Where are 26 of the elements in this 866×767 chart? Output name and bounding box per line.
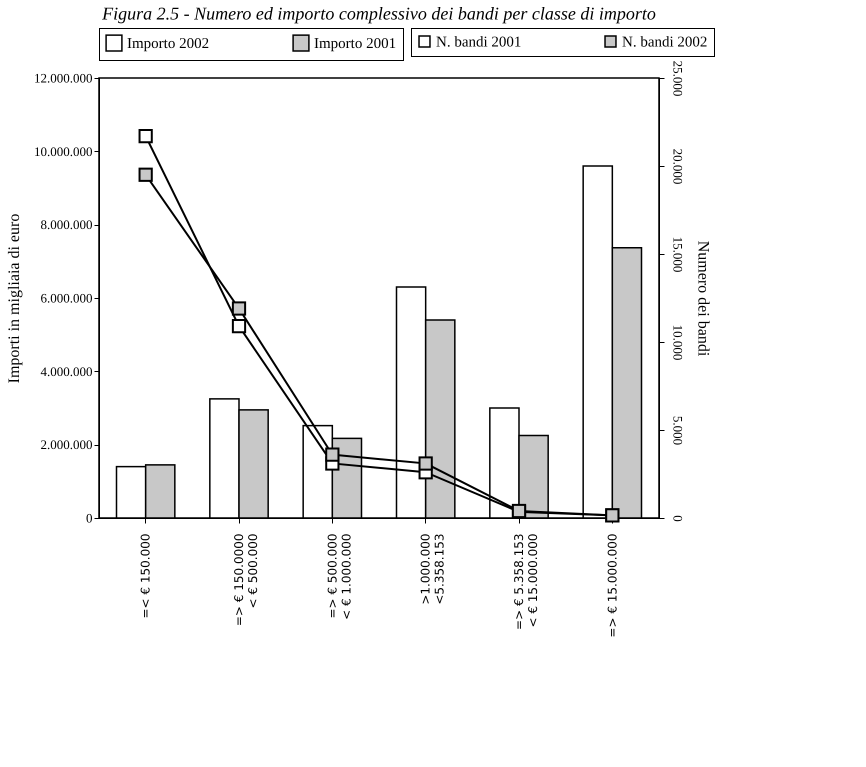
legend-label: Importo 2001: [314, 36, 396, 52]
y2-tick-label: 0: [670, 515, 686, 522]
y-tick-label: 8.000.000: [40, 217, 92, 232]
x-tick-label: >1.000.000 <5.358.153: [418, 534, 447, 605]
y-axis-title: Importi in migliaia di euro: [6, 214, 23, 384]
x-tick-label: =< € 150.000: [138, 534, 153, 618]
legend-label: N. bandi 2002: [622, 34, 708, 51]
y2-axis-title: Numero dei bandi: [694, 240, 712, 357]
y2-tick-label: 10.000: [670, 324, 686, 360]
x-tick-label: => € 150.0000 < € 500.000: [232, 534, 260, 626]
legend-label: Importo 2002: [127, 36, 210, 52]
y-tick-label: 2.000.000: [40, 437, 92, 452]
y2-tick-label: 5.000: [670, 416, 686, 446]
y-tick-label: 6.000.000: [40, 290, 92, 306]
y-tick-label: 10.000.000: [34, 144, 92, 159]
y2-tick-label: 15.000: [670, 236, 686, 272]
y2-tick-label: 20.000: [670, 148, 686, 184]
y2-tick-label: 25.000: [670, 60, 686, 96]
x-tick-label: => € 15.000.000: [605, 534, 620, 638]
y-tick-label: 0: [86, 510, 92, 526]
y-tick-label: 12.000.000: [34, 70, 92, 86]
x-tick-label: => € 5.358.153 < € 15.000.000: [512, 534, 540, 630]
x-tick-label: => € 500.000 < € 1.000.000: [325, 534, 354, 620]
chart-title: Figura 2.5 - Numero ed importo complessivo dei bandi per classe di importo: [101, 4, 656, 24]
y-tick-label: 4.000.000: [40, 364, 92, 379]
legend-label: N. bandi 2001: [436, 34, 522, 51]
